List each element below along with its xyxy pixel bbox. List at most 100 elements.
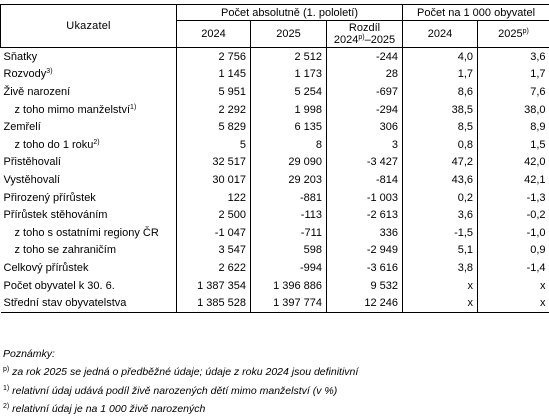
- row-label-text: Počet obyvatel k 30. 6.: [4, 280, 115, 292]
- table-cell: -1 047: [177, 224, 251, 242]
- table-cell: -0,2: [478, 206, 549, 224]
- row-label: Přírůstek stěhováním: [1, 206, 177, 224]
- row-label-text: Přírůstek stěhováním: [4, 209, 108, 221]
- table-cell: -3 616: [327, 259, 403, 277]
- table-cell: 9 532: [327, 277, 403, 295]
- table-cell: 8,9: [478, 118, 549, 136]
- row-footnote-mark: 1): [130, 104, 136, 111]
- column-header-label: 2025: [276, 28, 300, 40]
- table-cell: 3,6: [403, 206, 478, 224]
- table-cell: 1,7: [403, 66, 478, 84]
- table-cell: 3 547: [177, 242, 251, 260]
- row-label: Střední stav obyvatelstva: [1, 294, 177, 312]
- table-cell: 1,5: [478, 136, 549, 154]
- row-label: z toho do 1 roku2): [1, 136, 177, 154]
- table-cell: -697: [327, 83, 403, 101]
- table-cell: 2 756: [177, 48, 251, 66]
- row-label-text: z toho s ostatními regiony ČR: [15, 227, 159, 239]
- table-cell: 122: [177, 189, 251, 207]
- table-cell: 2 500: [177, 206, 251, 224]
- table-cell: x: [478, 294, 549, 312]
- footnote: 1) relativní údaj udává podíl živě naroz…: [3, 382, 358, 400]
- row-label-text: Sňatky: [4, 51, 38, 63]
- table-cell: 2 512: [251, 48, 327, 66]
- header-absolute-group: Počet absolutně (1. pololetí): [177, 5, 403, 21]
- table-cell: 1,7: [478, 66, 549, 84]
- table-cell: 43,6: [403, 171, 478, 189]
- footnote-text: za rok 2025 se jedná o předběžné údaje; …: [9, 366, 358, 378]
- table-cell: 8,5: [403, 118, 478, 136]
- column-header-label: 2024: [201, 28, 225, 40]
- row-label-text: Přistěhovalí: [4, 156, 61, 168]
- row-label-text: Celkový přírůstek: [4, 262, 89, 274]
- table-cell: 0,2: [403, 189, 478, 207]
- row-label-text: Vystěhovalí: [4, 174, 60, 186]
- table-cell: -113: [251, 206, 327, 224]
- table-cell: -1,0: [478, 224, 549, 242]
- table-cell: 336: [327, 224, 403, 242]
- table-cell: 598: [251, 242, 327, 260]
- footnotes: Poznámky: p) za rok 2025 se jedná o před…: [3, 345, 358, 382]
- table-cell: -2 949: [327, 242, 403, 260]
- row-label: z toho s ostatními regiony ČR: [1, 224, 177, 242]
- table-cell: 1 387 354: [177, 277, 251, 295]
- footnotes-title: Poznámky:: [3, 345, 358, 363]
- row-footnote-mark: 2): [93, 139, 99, 146]
- footnote: 2) relativní údaj je na 1 000 živě naroz…: [3, 400, 358, 418]
- table-cell: 5 951: [177, 83, 251, 101]
- table-cell: 32 517: [177, 154, 251, 172]
- row-label-text: Střední stav obyvatelstva: [4, 297, 127, 309]
- column-header-label: 2025: [498, 28, 522, 40]
- table-cell: -881: [251, 189, 327, 207]
- row-label: z toho mimo manželství1): [1, 101, 177, 119]
- row-label-text: z toho se zahraničím: [15, 244, 117, 256]
- table-cell: 4,0: [403, 48, 478, 66]
- row-label: Živě narození: [1, 83, 177, 101]
- header-relative-group: Počet na 1 000 obyvatel: [403, 5, 549, 21]
- table-cell: -244: [327, 48, 403, 66]
- table-cell: -3 427: [327, 154, 403, 172]
- row-label-text: z toho do 1 roku: [15, 139, 94, 151]
- table-cell: 8,6: [403, 83, 478, 101]
- table-cell: 0,8: [403, 136, 478, 154]
- table-cell: 42,0: [478, 154, 549, 172]
- table-cell: -1,4: [478, 259, 549, 277]
- table-cell: 3: [327, 136, 403, 154]
- column-header-label-cont: –2025: [365, 34, 396, 46]
- table-cell: 3,6: [478, 48, 549, 66]
- table-cell: 2 622: [177, 259, 251, 277]
- row-label: Zemřelí: [1, 118, 177, 136]
- table-cell: 38,0: [478, 101, 549, 119]
- footnote: p) za rok 2025 se jedná o předběžné údaj…: [3, 363, 358, 381]
- table-cell: -1 003: [327, 189, 403, 207]
- row-label-text: Živě narození: [4, 86, 71, 98]
- row-label: Přistěhovalí: [1, 154, 177, 172]
- table-cell: 1 998: [251, 101, 327, 119]
- table-cell: -814: [327, 171, 403, 189]
- table-cell: 306: [327, 118, 403, 136]
- table-cell: 7,6: [478, 83, 549, 101]
- table-cell: 1 396 886: [251, 277, 327, 295]
- row-label: z toho se zahraničím: [1, 242, 177, 260]
- header-ukazatel: Ukazatel: [1, 5, 177, 48]
- table-cell: -994: [251, 259, 327, 277]
- row-label: Vystěhovalí: [1, 171, 177, 189]
- table-cell: -1,3: [478, 189, 549, 207]
- column-header: 2024: [177, 21, 251, 48]
- table-cell: 5 254: [251, 83, 327, 101]
- table-cell: 8: [251, 136, 327, 154]
- row-label-text: Přirozený přírůstek: [4, 192, 96, 204]
- column-header: 2025: [251, 21, 327, 48]
